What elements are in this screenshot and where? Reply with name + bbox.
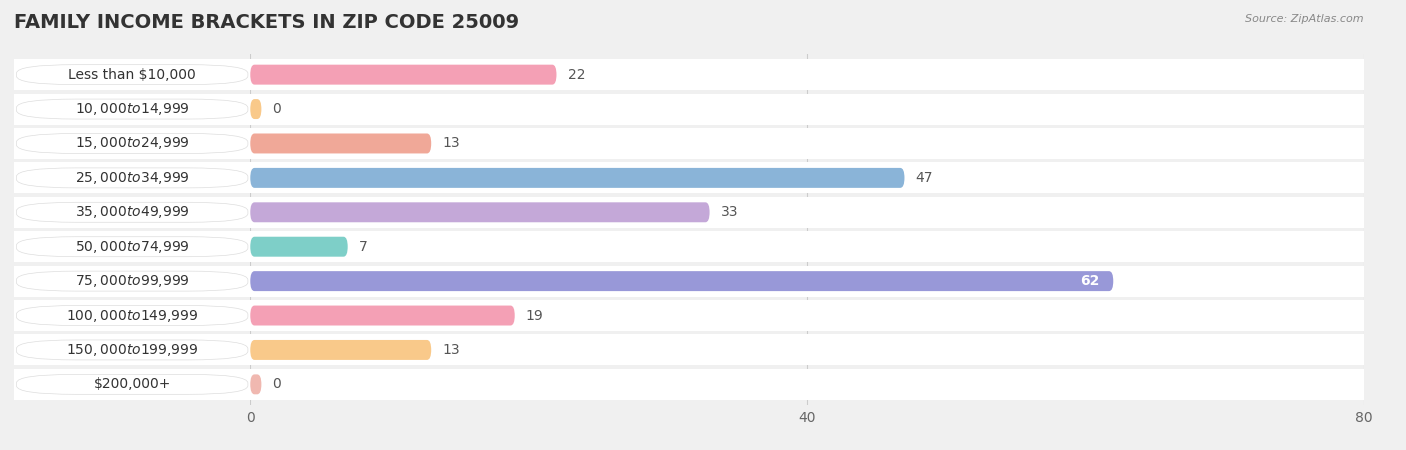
- FancyBboxPatch shape: [250, 168, 904, 188]
- Text: $200,000+: $200,000+: [93, 378, 172, 392]
- FancyBboxPatch shape: [17, 202, 247, 222]
- FancyBboxPatch shape: [250, 266, 1364, 297]
- Text: $50,000 to $74,999: $50,000 to $74,999: [75, 238, 190, 255]
- FancyBboxPatch shape: [14, 162, 250, 194]
- FancyBboxPatch shape: [250, 65, 557, 85]
- FancyBboxPatch shape: [17, 340, 247, 360]
- Text: $10,000 to $14,999: $10,000 to $14,999: [75, 101, 190, 117]
- FancyBboxPatch shape: [250, 300, 1364, 331]
- FancyBboxPatch shape: [250, 197, 1364, 228]
- FancyBboxPatch shape: [250, 59, 1364, 90]
- Text: 62: 62: [1080, 274, 1099, 288]
- FancyBboxPatch shape: [14, 94, 250, 125]
- FancyBboxPatch shape: [250, 128, 1364, 159]
- FancyBboxPatch shape: [17, 306, 247, 325]
- Text: 47: 47: [915, 171, 934, 185]
- FancyBboxPatch shape: [250, 237, 347, 256]
- Text: 7: 7: [359, 240, 367, 254]
- FancyBboxPatch shape: [250, 231, 1364, 262]
- FancyBboxPatch shape: [250, 306, 515, 325]
- FancyBboxPatch shape: [250, 374, 262, 394]
- FancyBboxPatch shape: [17, 65, 247, 85]
- Text: $100,000 to $149,999: $100,000 to $149,999: [66, 307, 198, 324]
- Text: $150,000 to $199,999: $150,000 to $199,999: [66, 342, 198, 358]
- Text: $15,000 to $24,999: $15,000 to $24,999: [75, 135, 190, 152]
- FancyBboxPatch shape: [250, 94, 1364, 125]
- Text: 0: 0: [273, 378, 281, 392]
- Text: $25,000 to $34,999: $25,000 to $34,999: [75, 170, 190, 186]
- FancyBboxPatch shape: [17, 168, 247, 188]
- FancyBboxPatch shape: [250, 334, 1364, 365]
- Text: 33: 33: [721, 205, 738, 219]
- FancyBboxPatch shape: [14, 197, 250, 228]
- FancyBboxPatch shape: [14, 369, 250, 400]
- Text: 22: 22: [568, 68, 585, 81]
- FancyBboxPatch shape: [17, 271, 247, 291]
- FancyBboxPatch shape: [14, 59, 250, 90]
- Text: 13: 13: [443, 136, 460, 150]
- FancyBboxPatch shape: [250, 134, 432, 153]
- FancyBboxPatch shape: [250, 162, 1364, 194]
- FancyBboxPatch shape: [17, 134, 247, 153]
- FancyBboxPatch shape: [14, 128, 250, 159]
- FancyBboxPatch shape: [17, 99, 247, 119]
- Text: Source: ZipAtlas.com: Source: ZipAtlas.com: [1246, 14, 1364, 23]
- Text: 13: 13: [443, 343, 460, 357]
- Text: $75,000 to $99,999: $75,000 to $99,999: [75, 273, 190, 289]
- FancyBboxPatch shape: [14, 300, 250, 331]
- Text: FAMILY INCOME BRACKETS IN ZIP CODE 25009: FAMILY INCOME BRACKETS IN ZIP CODE 25009: [14, 14, 519, 32]
- FancyBboxPatch shape: [17, 237, 247, 256]
- FancyBboxPatch shape: [250, 99, 262, 119]
- FancyBboxPatch shape: [250, 202, 710, 222]
- Text: 19: 19: [526, 309, 544, 323]
- FancyBboxPatch shape: [250, 340, 432, 360]
- FancyBboxPatch shape: [14, 266, 250, 297]
- FancyBboxPatch shape: [14, 231, 250, 262]
- FancyBboxPatch shape: [250, 271, 1114, 291]
- FancyBboxPatch shape: [14, 334, 250, 365]
- FancyBboxPatch shape: [17, 374, 247, 394]
- FancyBboxPatch shape: [250, 369, 1364, 400]
- Text: $35,000 to $49,999: $35,000 to $49,999: [75, 204, 190, 220]
- Text: 0: 0: [273, 102, 281, 116]
- Text: Less than $10,000: Less than $10,000: [69, 68, 195, 81]
